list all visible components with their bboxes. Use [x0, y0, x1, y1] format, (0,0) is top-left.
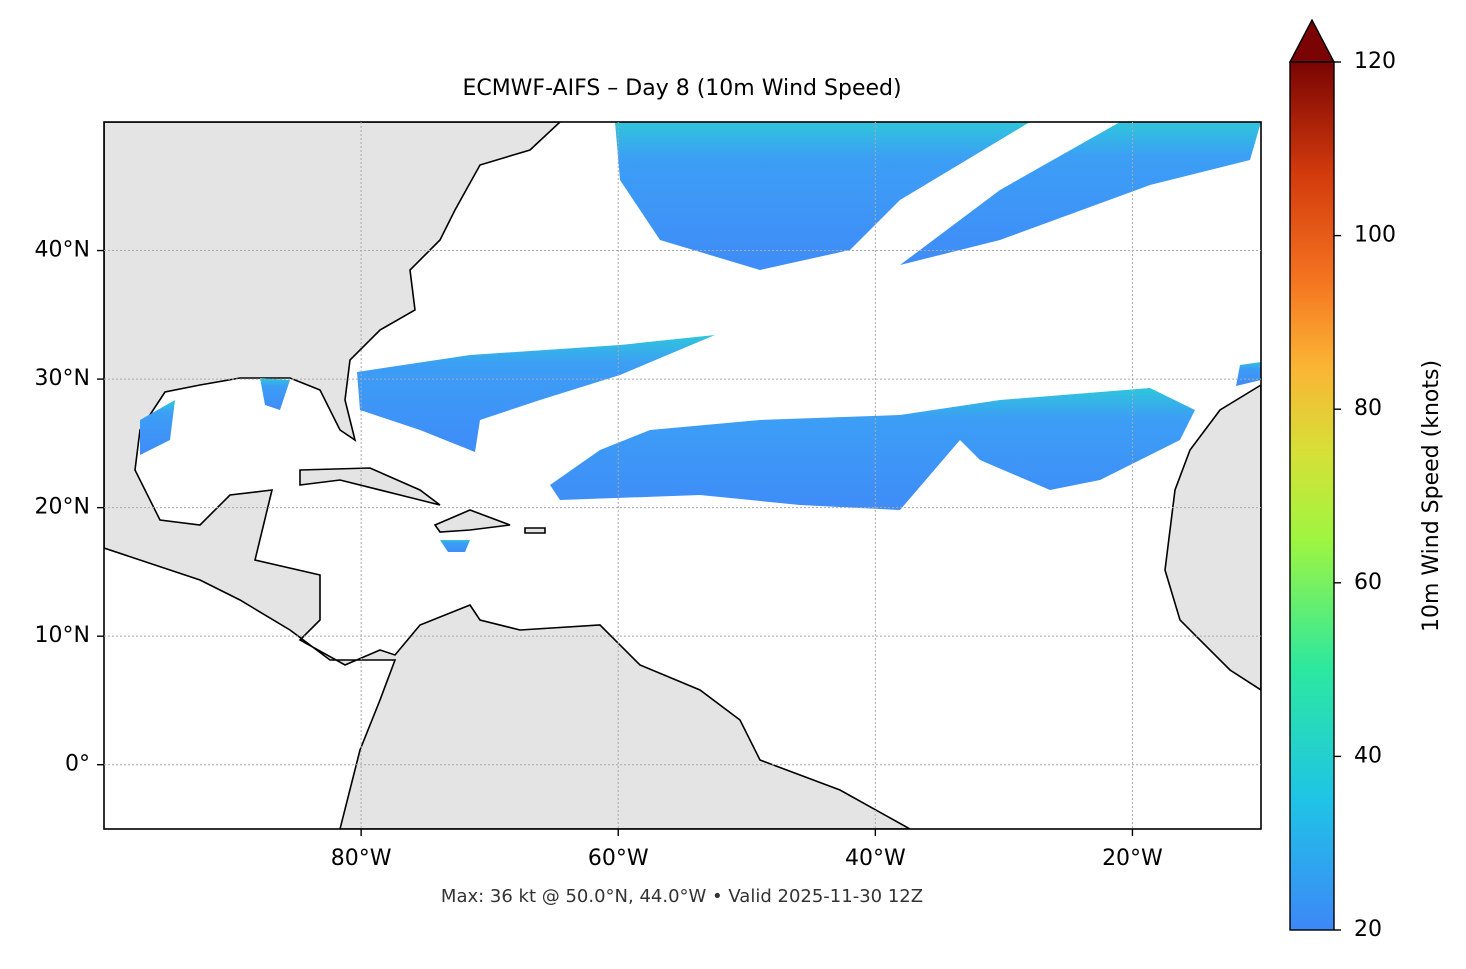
colorbar-tick-label: 60: [1354, 570, 1382, 595]
puerto-rico: [524, 527, 546, 534]
wind-area: [615, 122, 1030, 270]
colorbar-tick-label: 40: [1354, 743, 1382, 768]
colorbar-tick-label: 80: [1354, 396, 1382, 421]
x-tick-label: 60°W: [588, 846, 649, 871]
y-tick-label: 20°N: [35, 495, 90, 520]
colorbar-label: 10m Wind Speed (knots): [1419, 360, 1444, 632]
x-tick-label: 80°W: [331, 846, 392, 871]
wind-area: [440, 540, 470, 552]
africa: [1164, 384, 1261, 691]
colorbar-tick-label: 100: [1354, 223, 1396, 248]
wind-area: [140, 400, 175, 455]
y-tick-label: 40°N: [35, 238, 90, 263]
wind-area: [1236, 362, 1261, 386]
hispaniola: [433, 509, 511, 533]
map-area: [104, 122, 1261, 829]
map-frame: [103, 121, 1262, 830]
land: [104, 122, 912, 829]
cuba: [299, 467, 441, 506]
y-tick-label: 0°: [65, 752, 90, 777]
colorbar-extend: [1288, 18, 1336, 63]
x-tick-label: 20°W: [1102, 846, 1163, 871]
map-title: ECMWF-AIFS – Day 8 (10m Wind Speed): [462, 76, 901, 101]
colorbar-tick-label: 20: [1354, 917, 1382, 942]
wind-area: [550, 388, 1195, 510]
wind-area: [357, 335, 715, 452]
y-tick-label: 10°N: [35, 623, 90, 648]
footer-note: Max: 36 kt @ 50.0°N, 44.0°W • Valid 2025…: [441, 886, 923, 907]
colorbar: [1289, 61, 1335, 931]
x-tick-label: 40°W: [845, 846, 906, 871]
colorbar-tick-label: 120: [1354, 49, 1396, 74]
wind-area: [900, 122, 1261, 265]
wind-area: [260, 378, 290, 410]
y-tick-label: 30°N: [35, 366, 90, 391]
